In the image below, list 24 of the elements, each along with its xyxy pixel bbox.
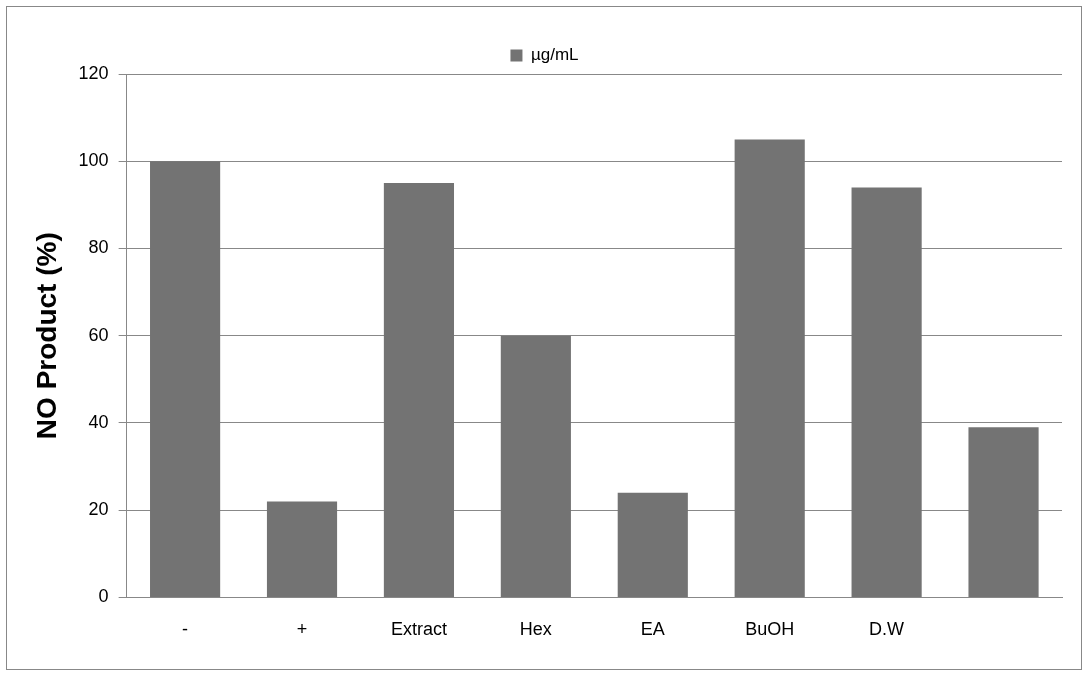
x-tick-label: Hex xyxy=(519,619,552,640)
y-tick-label: 20 xyxy=(88,499,109,520)
bar xyxy=(150,161,221,597)
x-tick-label: + xyxy=(296,619,308,640)
x-tick-label: BuOH xyxy=(745,619,795,640)
bar xyxy=(968,427,1039,597)
x-tick-label: D.W xyxy=(869,619,905,640)
x-tick-label: Extract xyxy=(390,619,447,640)
x-tick-label: - xyxy=(182,619,189,640)
x-tick-label: EA xyxy=(640,619,665,640)
legend-label: µg/mL xyxy=(530,45,579,65)
y-tick-label: 40 xyxy=(88,411,109,432)
y-axis-title: NO Product (%) xyxy=(30,232,62,440)
bar xyxy=(734,139,805,597)
bar xyxy=(383,183,455,597)
y-tick-label: 0 xyxy=(98,586,109,607)
bar xyxy=(851,187,922,597)
bar xyxy=(617,492,688,597)
bar xyxy=(500,335,571,597)
y-tick-label: 60 xyxy=(88,324,109,345)
y-tick-label: 120 xyxy=(78,62,109,83)
y-tick-label: 100 xyxy=(78,150,109,171)
bar xyxy=(266,501,338,597)
y-tick-label: 80 xyxy=(88,237,109,258)
